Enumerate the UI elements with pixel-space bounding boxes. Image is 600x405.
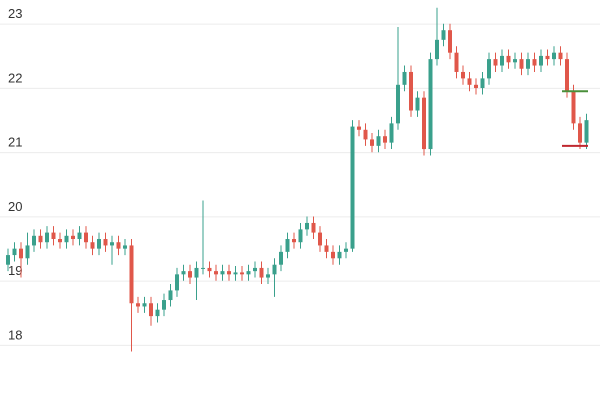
candle-body [389, 123, 394, 143]
candle-body [149, 303, 153, 317]
candle-body [415, 97, 420, 111]
candle-body [181, 271, 186, 275]
candle-body [214, 271, 218, 275]
candle-body [448, 30, 452, 53]
candle-body [90, 242, 95, 249]
candle-body [552, 52, 556, 60]
candle-body [240, 272, 244, 275]
candle-body [318, 232, 322, 246]
candle-body [480, 78, 485, 89]
candle-body [337, 251, 342, 259]
y-tick-label: 20 [8, 199, 22, 214]
candle-body [97, 239, 101, 249]
candle-body [253, 267, 257, 272]
candle-body [259, 267, 264, 278]
candle-body [571, 91, 576, 124]
candle-body [84, 232, 88, 243]
candle-body [474, 84, 478, 89]
candle-body [454, 52, 459, 72]
candle-body [25, 245, 30, 259]
candle-body [142, 303, 147, 307]
candle-body [201, 267, 205, 269]
candle-body [578, 123, 582, 143]
candle-body [12, 248, 17, 256]
candle-body [506, 55, 511, 63]
candle-body [272, 264, 277, 275]
candle-body [71, 235, 75, 240]
candle-body [19, 248, 23, 259]
candle-body [175, 274, 179, 291]
candle-body [461, 71, 465, 79]
candle-body [428, 59, 433, 150]
candle-body [396, 84, 400, 124]
candle-body [311, 222, 316, 233]
candle-body [402, 71, 407, 85]
candle-body [513, 59, 517, 63]
candle-body [38, 235, 43, 243]
candle-body [539, 55, 543, 66]
candle-body [584, 120, 589, 143]
candle-body [305, 222, 309, 230]
candle-body [493, 59, 498, 66]
candle-body [227, 271, 231, 275]
candle-body [77, 232, 82, 240]
candle-body [441, 30, 446, 40]
candle-body [350, 126, 355, 249]
candle-body [500, 55, 504, 66]
candle-body [285, 239, 290, 252]
candle-body [168, 290, 173, 301]
candle-body [162, 300, 166, 310]
candle-body [194, 267, 199, 278]
candle-body [220, 271, 225, 275]
candle-body [422, 97, 426, 150]
candle-body [383, 136, 387, 143]
candle-body [103, 239, 108, 246]
candle-body [409, 71, 413, 111]
candle-body [136, 303, 140, 307]
candle-body [188, 271, 192, 278]
candle-body [129, 245, 134, 304]
candle-body [233, 272, 238, 275]
candle-body [558, 52, 563, 60]
candle-body [344, 248, 348, 252]
candle-body [363, 129, 368, 140]
candle-body [292, 239, 296, 243]
candle-body [58, 239, 62, 243]
candle-body [207, 267, 212, 272]
y-tick-label: 19 [8, 263, 22, 278]
candle-body [331, 251, 335, 259]
candle-body [64, 235, 69, 243]
candle-body [110, 242, 114, 246]
candle-body [51, 232, 56, 240]
candle-body [32, 235, 36, 246]
candle-body [266, 274, 270, 278]
candle-body [357, 126, 361, 130]
candle-body [45, 232, 49, 243]
candle-body [370, 139, 374, 146]
candle-body [155, 309, 160, 317]
candle-body [435, 39, 439, 60]
y-tick-label: 21 [8, 135, 22, 150]
candle-body [487, 59, 491, 79]
candle-body [565, 59, 569, 92]
candle-body [123, 245, 127, 249]
candle-body [526, 59, 530, 69]
candle-body [545, 55, 550, 60]
candle-body [532, 59, 537, 66]
candle-body [376, 136, 381, 146]
y-tick-label: 23 [8, 6, 22, 21]
candle-body [519, 59, 524, 69]
y-tick-label: 18 [8, 327, 22, 342]
candle-body [6, 255, 10, 265]
candle-body [298, 229, 303, 243]
candle-body [467, 78, 472, 85]
candle-body [324, 245, 329, 252]
candle-body [246, 271, 251, 275]
candle-body [279, 251, 283, 265]
candle-body [116, 242, 121, 249]
y-tick-label: 22 [8, 70, 22, 85]
